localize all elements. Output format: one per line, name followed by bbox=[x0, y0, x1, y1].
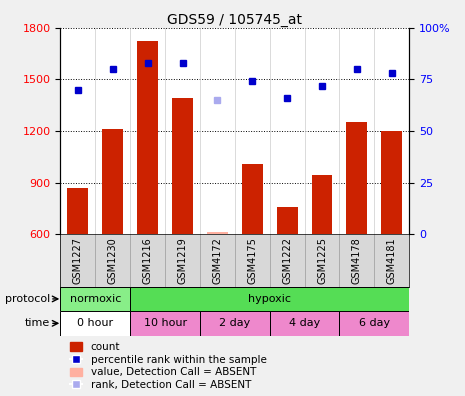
Text: protocol: protocol bbox=[5, 294, 50, 304]
Text: GSM1216: GSM1216 bbox=[143, 237, 153, 284]
Text: 6 day: 6 day bbox=[359, 318, 390, 328]
Text: 2 day: 2 day bbox=[219, 318, 251, 328]
Legend: count, percentile rank within the sample, value, Detection Call = ABSENT, rank, : count, percentile rank within the sample… bbox=[66, 338, 271, 394]
Text: 0 hour: 0 hour bbox=[77, 318, 113, 328]
Text: GSM1227: GSM1227 bbox=[73, 237, 83, 284]
Text: GSM1222: GSM1222 bbox=[282, 237, 292, 284]
Bar bbox=[200, 311, 270, 335]
Bar bbox=[339, 311, 409, 335]
Text: normoxic: normoxic bbox=[70, 294, 121, 304]
Bar bbox=[102, 129, 123, 234]
Bar bbox=[172, 98, 193, 234]
Bar bbox=[60, 287, 130, 311]
Bar bbox=[207, 232, 228, 234]
Bar bbox=[270, 311, 339, 335]
Text: hypoxic: hypoxic bbox=[248, 294, 291, 304]
Bar bbox=[381, 131, 402, 234]
Text: GSM1225: GSM1225 bbox=[317, 237, 327, 284]
Text: 10 hour: 10 hour bbox=[144, 318, 186, 328]
Text: time: time bbox=[25, 318, 50, 328]
Text: 4 day: 4 day bbox=[289, 318, 320, 328]
Text: GSM4175: GSM4175 bbox=[247, 237, 257, 284]
Bar bbox=[277, 207, 298, 234]
Text: GSM4181: GSM4181 bbox=[387, 237, 397, 284]
Bar bbox=[312, 175, 332, 234]
Bar bbox=[130, 287, 409, 311]
Title: GDS59 / 105745_at: GDS59 / 105745_at bbox=[167, 13, 302, 27]
Bar bbox=[346, 122, 367, 234]
Text: GSM1230: GSM1230 bbox=[108, 237, 118, 284]
Bar bbox=[60, 311, 130, 335]
Bar bbox=[242, 164, 263, 234]
Text: GSM4178: GSM4178 bbox=[352, 237, 362, 284]
Text: GSM4172: GSM4172 bbox=[213, 237, 222, 284]
Bar bbox=[130, 311, 200, 335]
Bar bbox=[67, 188, 88, 234]
Bar bbox=[137, 42, 158, 234]
Text: GSM1219: GSM1219 bbox=[178, 237, 187, 284]
